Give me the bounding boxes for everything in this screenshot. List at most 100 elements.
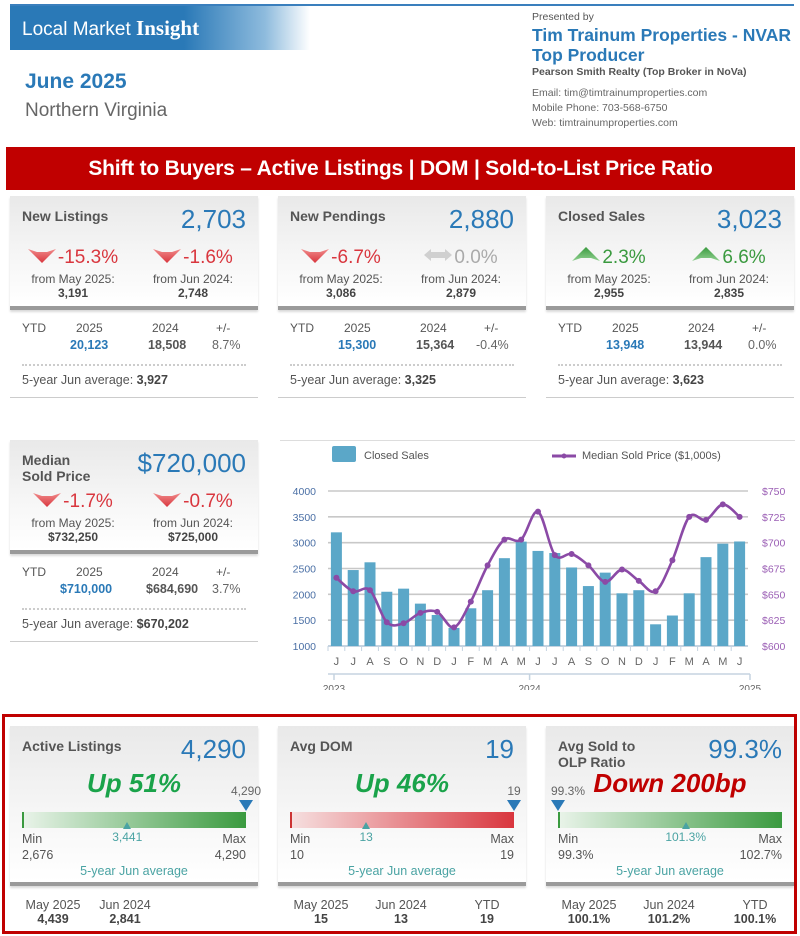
- stat-label: May 2025: [293, 898, 349, 912]
- change-prev-value: 3,191: [57, 286, 89, 300]
- ytd-year1: 2025: [76, 321, 103, 335]
- gauge-min-label: Min: [290, 832, 311, 846]
- ytd-value-2024: 18,508: [148, 338, 187, 352]
- bar-closed-sales: [330, 532, 342, 646]
- arrow-down-icon: [153, 491, 182, 513]
- change-year: -0.7% from Jun 2024: $725,000: [138, 490, 248, 544]
- y-left-tick-label: 4000: [293, 486, 317, 498]
- point-median-sold-price: [568, 551, 575, 558]
- y-right-tick-label: $700: [762, 538, 786, 550]
- stat-label: YTD: [474, 898, 500, 912]
- change-year: -1.6% from Jun 2024: 2,748: [138, 246, 248, 300]
- change-from-label: from Jun 2024:: [152, 516, 234, 530]
- card-title-line2: OLP Ratio: [558, 754, 626, 770]
- metric-card: Median Sold Price $720,000 -1.7% from May…: [10, 440, 258, 642]
- ytd-value-2025: 20,123: [70, 338, 109, 352]
- card-value: 99.3%: [708, 734, 782, 764]
- y-left-tick-label: 3500: [293, 512, 317, 524]
- change-month: 2.3% from May 2025: 2,955: [554, 246, 664, 300]
- gauge-max-label: Max: [490, 832, 514, 846]
- point-median-sold-price: [434, 608, 441, 615]
- year-label: 2023: [323, 684, 346, 690]
- ytd-year2: 2024: [420, 321, 447, 335]
- metric-card: New Listings 2,703 -15.3% from May 2025:…: [10, 196, 258, 398]
- point-median-sold-price: [367, 587, 373, 594]
- agent-email[interactable]: Email: tim@timtrainumproperties.com: [532, 87, 708, 99]
- gauge-min-label: Min: [22, 832, 43, 846]
- point-median-sold-price: [350, 588, 357, 595]
- stat-label: Jun 2024: [643, 898, 695, 912]
- ytd-row: YTD 2025 2024 +/- 15,300 15,364 -0.4%: [278, 310, 526, 370]
- x-tick-label: J: [737, 656, 743, 668]
- x-tick-label: A: [501, 656, 509, 668]
- stat-value: 100.1%: [567, 912, 611, 926]
- ytd-diff-label: +/-: [484, 321, 499, 335]
- point-median-sold-price: [602, 578, 609, 585]
- point-median-sold-price: [686, 513, 693, 520]
- arrow-flat-icon: [424, 247, 453, 269]
- card-title: Active Listings: [22, 738, 122, 754]
- y-left-tick-label: 1500: [293, 615, 317, 627]
- agent-phone[interactable]: Mobile Phone: 703-568-6750: [532, 102, 668, 114]
- change-from-label: from Jun 2024:: [688, 272, 770, 286]
- x-tick-label: J: [350, 656, 356, 668]
- gauge-min-value: 99.3%: [558, 848, 594, 862]
- point-median-sold-price: [383, 619, 390, 626]
- x-tick-label: J: [334, 656, 340, 668]
- x-tick-label: O: [399, 656, 408, 668]
- bar-closed-sales: [498, 558, 510, 646]
- current-value-label: 99.3%: [550, 784, 586, 798]
- ytd-row: YTD 2025 2024 +/- $710,000 $684,690 3.7%: [10, 554, 258, 614]
- average-value: 13: [359, 830, 373, 844]
- dotted-divider: [22, 608, 246, 610]
- gauge-min-value: 2,676: [22, 848, 54, 862]
- change-prev-value: 3,086: [325, 286, 357, 300]
- card-title: Avg DOM: [290, 738, 353, 754]
- bar-closed-sales: [448, 627, 460, 646]
- ytd-diff-label: +/-: [216, 321, 231, 335]
- change-percent: -1.6%: [183, 247, 233, 268]
- bar-closed-sales: [398, 588, 410, 646]
- highlight-frame: [2, 714, 797, 934]
- bar-closed-sales: [515, 541, 527, 646]
- presented-by-label: Presented by: [532, 11, 594, 23]
- chart-svg: Closed Sales Median Sold Price ($1,000s) 4…: [293, 446, 786, 695]
- ytd-value-2024: 13,944: [684, 338, 723, 352]
- card-value: $720,000: [137, 448, 246, 478]
- agent-website[interactable]: Web: timtrainumproperties.com: [532, 117, 678, 129]
- stat-label: May 2025: [561, 898, 617, 912]
- change-from-label: from Jun 2024:: [152, 272, 234, 286]
- change-from-label: from May 2025:: [567, 272, 651, 286]
- trend-callout: Up 51%: [87, 768, 181, 798]
- bar-closed-sales: [566, 567, 578, 646]
- stat-label: Jun 2024: [99, 898, 151, 912]
- comparison-stat: YTD 100.1%: [724, 898, 786, 926]
- x-tick-label: A: [702, 656, 710, 668]
- x-tick-label: M: [483, 656, 492, 668]
- change-percent: 6.6%: [722, 247, 766, 268]
- brand-title-bold: Insight: [136, 16, 200, 40]
- x-tick-label: N: [416, 656, 424, 668]
- comparison-stat: May 2025 15: [290, 898, 352, 926]
- gauge-average-caption: 5-year Jun average: [616, 864, 724, 878]
- agent-name: Tim Trainum Properties - NVAR Top Produc…: [532, 25, 791, 65]
- metric-card: New Pendings 2,880 -6.7% from May 2025: …: [278, 196, 526, 398]
- ytd-label: YTD: [22, 321, 46, 335]
- ytd-diff-label: +/-: [216, 565, 231, 579]
- year-label: 2025: [739, 684, 762, 690]
- x-tick-label: D: [433, 656, 441, 668]
- bar-closed-sales: [633, 590, 645, 646]
- highlight-card: Active Listings 4,290 Up 51% 4,290 3,441…: [10, 726, 261, 936]
- presenter-block: Presented by Tim Trainum Properties - NV…: [532, 11, 797, 131]
- headline-banner: Shift to Buyers – Active Listings | DOM …: [6, 147, 795, 190]
- y-left-tick-label: 3000: [293, 538, 317, 550]
- closed-sales-price-chart: Closed Sales Median Sold Price ($1,000s) 4…: [280, 440, 800, 695]
- bar-closed-sales: [347, 570, 359, 646]
- x-tick-label: S: [383, 656, 390, 668]
- avg-label: 5-year Jun average:: [22, 617, 134, 631]
- bar-closed-sales: [717, 543, 729, 646]
- average-marker-icon: [362, 822, 371, 829]
- change-month: -1.7% from May 2025: $732,250: [18, 490, 128, 544]
- legend-label-closed-sales: Closed Sales: [364, 450, 429, 462]
